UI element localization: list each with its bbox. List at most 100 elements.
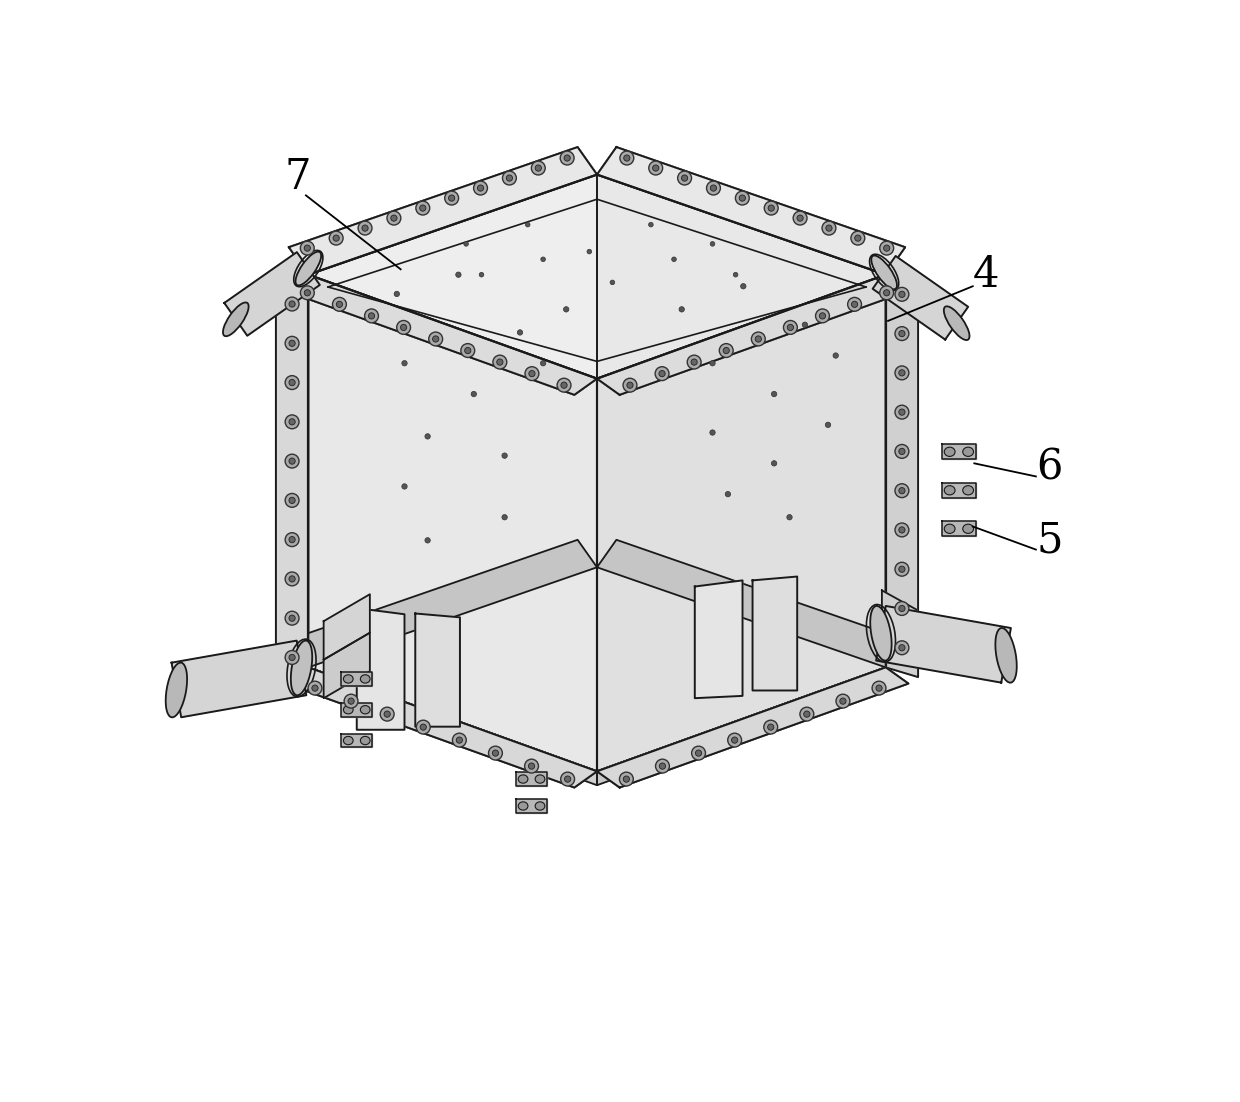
Circle shape xyxy=(620,151,634,165)
Circle shape xyxy=(425,538,430,543)
Polygon shape xyxy=(873,256,968,339)
Circle shape xyxy=(899,449,905,454)
Circle shape xyxy=(285,376,299,389)
Polygon shape xyxy=(341,734,372,747)
Circle shape xyxy=(787,515,792,520)
Circle shape xyxy=(879,285,894,300)
Circle shape xyxy=(289,419,295,425)
Circle shape xyxy=(826,225,832,231)
Circle shape xyxy=(334,235,340,241)
Circle shape xyxy=(610,280,615,284)
Polygon shape xyxy=(596,274,909,395)
Circle shape xyxy=(464,241,469,246)
Polygon shape xyxy=(357,608,404,730)
Circle shape xyxy=(348,698,355,704)
Circle shape xyxy=(802,322,807,327)
Circle shape xyxy=(797,215,804,222)
Circle shape xyxy=(517,329,523,335)
Circle shape xyxy=(884,245,890,251)
Circle shape xyxy=(358,222,372,235)
Circle shape xyxy=(652,165,658,171)
Polygon shape xyxy=(596,274,885,771)
Circle shape xyxy=(415,202,430,215)
Circle shape xyxy=(300,241,314,255)
Circle shape xyxy=(402,484,407,489)
Circle shape xyxy=(784,321,797,334)
Circle shape xyxy=(622,378,637,392)
Circle shape xyxy=(419,205,425,212)
Circle shape xyxy=(771,391,776,397)
Circle shape xyxy=(449,195,455,202)
Circle shape xyxy=(289,458,295,464)
Circle shape xyxy=(895,602,909,615)
Circle shape xyxy=(711,185,717,191)
Circle shape xyxy=(620,773,634,786)
Circle shape xyxy=(381,707,394,721)
Polygon shape xyxy=(341,672,372,685)
Circle shape xyxy=(502,515,507,520)
Circle shape xyxy=(420,724,427,731)
Circle shape xyxy=(691,359,697,365)
Polygon shape xyxy=(596,274,909,395)
Circle shape xyxy=(680,306,684,312)
Circle shape xyxy=(345,694,358,709)
Polygon shape xyxy=(942,483,976,498)
Circle shape xyxy=(362,225,368,231)
Circle shape xyxy=(285,572,299,586)
Circle shape xyxy=(732,737,738,743)
Ellipse shape xyxy=(944,306,970,341)
Ellipse shape xyxy=(536,775,544,784)
Circle shape xyxy=(895,641,909,655)
Circle shape xyxy=(502,453,507,458)
Circle shape xyxy=(308,681,322,695)
Polygon shape xyxy=(324,594,370,660)
Circle shape xyxy=(709,360,715,366)
Circle shape xyxy=(649,223,653,227)
Polygon shape xyxy=(942,444,976,460)
Circle shape xyxy=(755,336,761,342)
Circle shape xyxy=(895,484,909,498)
Circle shape xyxy=(852,301,858,307)
Text: 4: 4 xyxy=(972,253,999,295)
Circle shape xyxy=(768,724,774,731)
Polygon shape xyxy=(596,540,905,668)
Polygon shape xyxy=(753,576,797,691)
Ellipse shape xyxy=(518,802,528,810)
Ellipse shape xyxy=(962,447,973,456)
Circle shape xyxy=(833,353,838,358)
Circle shape xyxy=(492,750,498,756)
Circle shape xyxy=(733,272,738,277)
Ellipse shape xyxy=(945,486,955,495)
Circle shape xyxy=(525,367,539,380)
Circle shape xyxy=(836,694,849,709)
Circle shape xyxy=(311,685,319,691)
Circle shape xyxy=(300,285,314,300)
Polygon shape xyxy=(289,147,596,274)
Polygon shape xyxy=(596,668,909,788)
Polygon shape xyxy=(596,174,885,668)
Circle shape xyxy=(365,309,378,323)
Circle shape xyxy=(822,222,836,235)
Circle shape xyxy=(895,562,909,576)
Circle shape xyxy=(899,331,905,337)
Polygon shape xyxy=(285,274,596,395)
Polygon shape xyxy=(596,147,905,274)
Polygon shape xyxy=(309,274,596,771)
Circle shape xyxy=(899,291,905,298)
Circle shape xyxy=(289,615,295,622)
Circle shape xyxy=(397,321,410,334)
Polygon shape xyxy=(516,799,547,813)
Circle shape xyxy=(525,759,538,773)
Circle shape xyxy=(564,776,570,782)
Circle shape xyxy=(656,759,670,773)
Circle shape xyxy=(884,290,890,296)
Ellipse shape xyxy=(872,256,897,290)
Circle shape xyxy=(725,491,730,497)
Ellipse shape xyxy=(962,486,973,495)
Circle shape xyxy=(285,454,299,468)
Circle shape xyxy=(336,301,342,307)
Circle shape xyxy=(445,191,459,205)
Circle shape xyxy=(826,422,831,428)
Text: 5: 5 xyxy=(1037,519,1063,561)
Circle shape xyxy=(854,235,861,241)
